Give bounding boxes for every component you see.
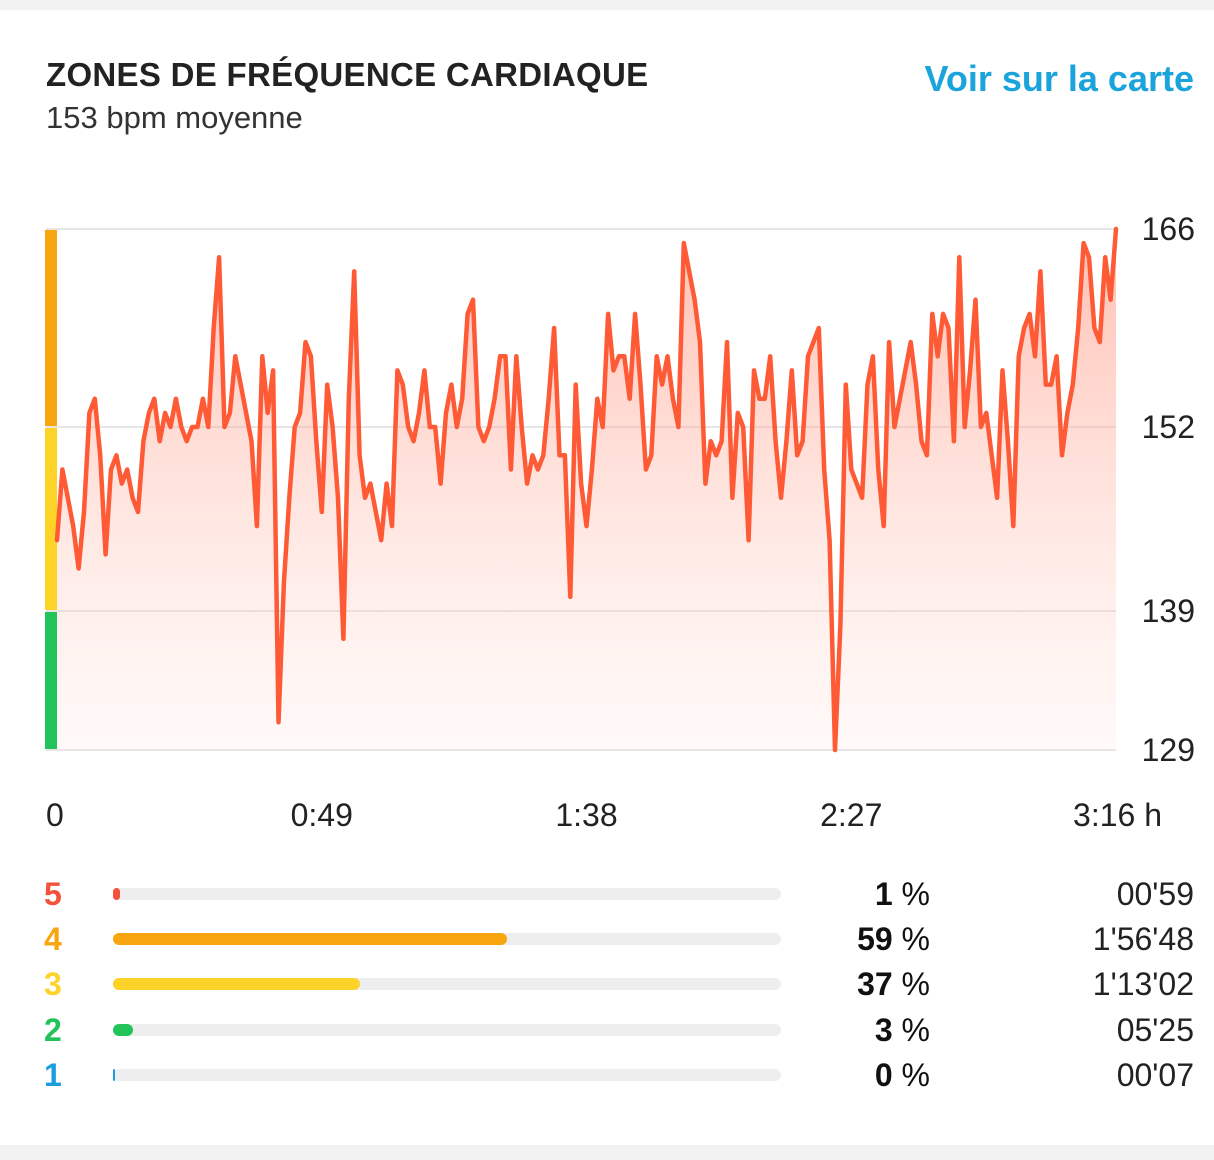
hr-series-line	[54, 226, 1119, 753]
average-hr: 153 bpm moyenne	[46, 100, 303, 135]
zone-bar-track	[113, 888, 781, 900]
zone-bar-fill	[113, 1069, 115, 1081]
zone-bar-track	[113, 978, 781, 990]
zone-duration: 1'56'48	[1092, 921, 1194, 957]
zone-number: 1	[44, 1057, 62, 1093]
zone-number: 2	[44, 1012, 62, 1048]
zone-percent: 1 %	[874, 876, 930, 912]
y-tick-label: 139	[1142, 593, 1195, 629]
bottom-separator	[0, 1145, 1214, 1160]
zone-bar-track	[113, 1024, 781, 1036]
page-title: ZONES DE FRÉQUENCE CARDIAQUE	[46, 56, 649, 93]
zone-bar-fill	[113, 978, 361, 990]
zone-duration: 1'13'02	[1092, 966, 1194, 1002]
zone-bar-fill	[113, 933, 508, 945]
zone-band-2	[45, 612, 57, 749]
zone-percent: 3 %	[874, 1012, 930, 1048]
zone-duration: 00'59	[1116, 876, 1194, 912]
zone-number: 3	[44, 966, 62, 1002]
zone-row-2: 2 3 % 05'25	[0, 1010, 1214, 1050]
top-separator	[0, 0, 1214, 10]
hr-area-fill	[57, 229, 1116, 750]
y-tick-label: 166	[1142, 211, 1195, 247]
zone-number: 5	[44, 876, 62, 912]
zone-row-4: 4 59 % 1'56'48	[0, 919, 1214, 959]
zone-percent: 59 %	[857, 921, 930, 957]
x-tick-label: 0:49	[291, 797, 353, 833]
zone-bar-fill	[113, 1024, 134, 1036]
zone-row-3: 3 37 % 1'13'02	[0, 964, 1214, 1004]
zone-bar-track	[113, 1069, 781, 1081]
zone-row-5: 5 1 % 00'59	[0, 874, 1214, 914]
y-tick-label: 152	[1142, 409, 1195, 445]
zone-duration: 05'25	[1116, 1012, 1194, 1048]
heart-rate-chart: 166 152 139 129 0 0:49 1:38 2:27 3:16 h	[45, 211, 1195, 833]
zone-percent: 37 %	[857, 966, 930, 1002]
zone-band-4	[45, 230, 57, 426]
y-tick-label: 129	[1142, 732, 1195, 768]
x-tick-label: 0	[46, 797, 64, 833]
zone-number: 4	[44, 921, 62, 957]
view-on-map-link[interactable]: Voir sur la carte	[924, 58, 1194, 99]
x-tick-label: 2:27	[820, 797, 882, 833]
zone-percent: 0 %	[874, 1057, 930, 1093]
zone-row-1: 1 0 % 00'07	[0, 1055, 1214, 1095]
zone-bar-fill	[113, 888, 120, 900]
zone-band-3	[45, 428, 57, 610]
x-tick-label: 3:16 h	[1073, 797, 1162, 833]
zone-duration: 00'07	[1116, 1057, 1194, 1093]
x-tick-label: 1:38	[555, 797, 617, 833]
zone-bar-track	[113, 933, 781, 945]
